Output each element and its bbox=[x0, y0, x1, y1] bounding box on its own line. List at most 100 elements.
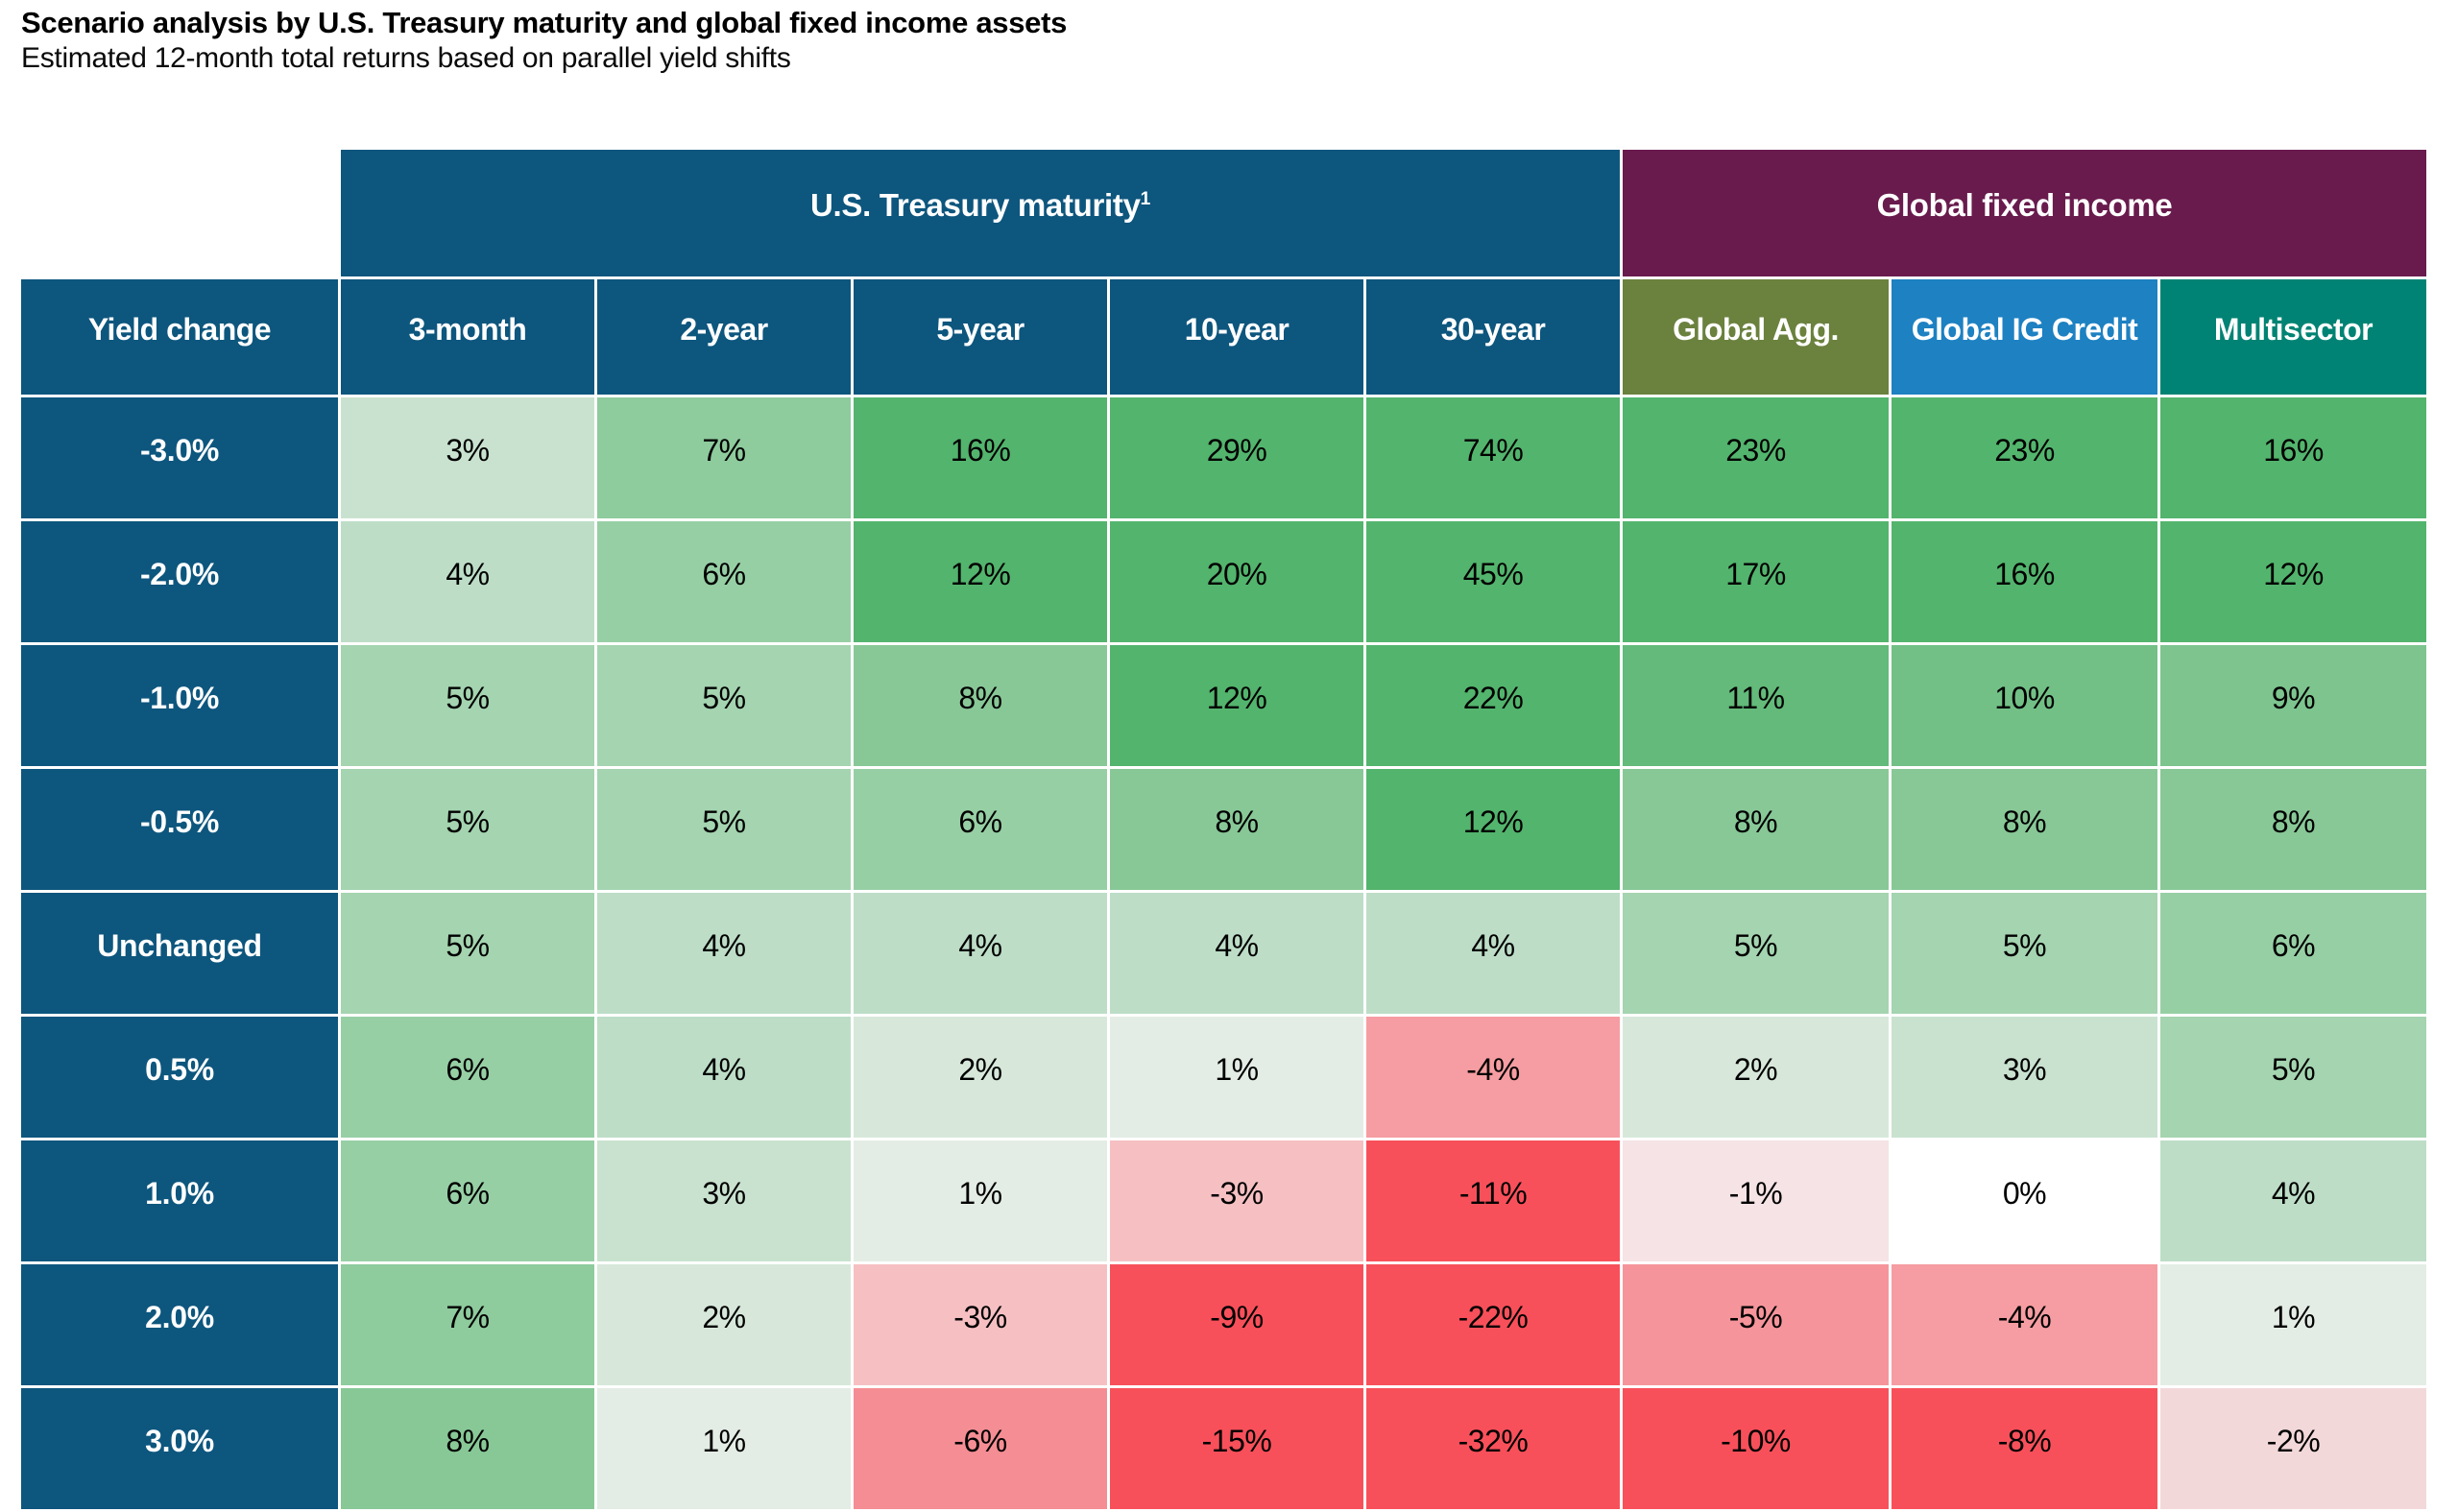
table-row: 3.0% 8% 1% -6% -15% -32% -10% -8% -2% bbox=[21, 1388, 2426, 1509]
return-cell: 4% bbox=[597, 1017, 851, 1138]
return-cell: 12% bbox=[854, 521, 1107, 642]
column-header-3-month: 3-month bbox=[341, 279, 594, 395]
table-row: 0.5% 6% 4% 2% 1% -4% 2% 3% 5% bbox=[21, 1017, 2426, 1138]
return-cell: 5% bbox=[341, 645, 594, 766]
column-header-10-year: 10-year bbox=[1110, 279, 1363, 395]
table-row: 1.0% 6% 3% 1% -3% -11% -1% 0% 4% bbox=[21, 1140, 2426, 1261]
return-cell: 20% bbox=[1110, 521, 1363, 642]
return-cell: -3% bbox=[1110, 1140, 1363, 1261]
return-cell: 29% bbox=[1110, 397, 1363, 518]
return-cell: 4% bbox=[597, 893, 851, 1014]
corner-spacer bbox=[21, 150, 338, 276]
column-header-30-year: 30-year bbox=[1366, 279, 1620, 395]
return-cell: -32% bbox=[1366, 1388, 1620, 1509]
return-cell: 12% bbox=[1110, 645, 1363, 766]
return-cell: 4% bbox=[1110, 893, 1363, 1014]
return-cell: 3% bbox=[341, 397, 594, 518]
return-cell: 45% bbox=[1366, 521, 1620, 642]
page: { "chart_data": { "type": "heatmap", "ti… bbox=[21, 6, 2426, 1509]
return-cell: 4% bbox=[341, 521, 594, 642]
group-header-global-fixed-income: Global fixed income bbox=[1623, 150, 2426, 276]
column-header-row: Yield change 3-month 2-year 5-year 10-year 30… bbox=[21, 279, 2426, 395]
return-cell: -2% bbox=[2160, 1388, 2426, 1509]
return-cell: 23% bbox=[1623, 397, 1889, 518]
return-cell: 11% bbox=[1623, 645, 1889, 766]
return-cell: 16% bbox=[1892, 521, 2157, 642]
return-cell: 2% bbox=[854, 1017, 1107, 1138]
return-cell: 1% bbox=[597, 1388, 851, 1509]
group-header-treasury: U.S. Treasury maturity1 bbox=[341, 150, 1620, 276]
return-cell: 8% bbox=[1110, 769, 1363, 890]
table-row: Unchanged 5% 4% 4% 4% 4% 5% 5% 6% bbox=[21, 893, 2426, 1014]
page-subtitle: Estimated 12-month total returns based o… bbox=[21, 42, 791, 74]
return-cell: 0% bbox=[1892, 1140, 2157, 1261]
return-cell: 16% bbox=[854, 397, 1107, 518]
yield-change-label: Unchanged bbox=[21, 893, 338, 1014]
return-cell: 4% bbox=[2160, 1140, 2426, 1261]
column-header-global-ig-credit: Global IG Credit bbox=[1892, 279, 2157, 395]
return-cell: 2% bbox=[597, 1264, 851, 1385]
return-cell: -3% bbox=[854, 1264, 1107, 1385]
return-cell: 6% bbox=[341, 1017, 594, 1138]
corner-header-yield-change: Yield change bbox=[21, 279, 338, 395]
yield-change-label: -1.0% bbox=[21, 645, 338, 766]
yield-change-label: 3.0% bbox=[21, 1388, 338, 1509]
return-cell: 17% bbox=[1623, 521, 1889, 642]
return-cell: -11% bbox=[1366, 1140, 1620, 1261]
return-cell: 7% bbox=[597, 397, 851, 518]
return-cell: 5% bbox=[597, 645, 851, 766]
yield-change-label: 0.5% bbox=[21, 1017, 338, 1138]
return-cell: -4% bbox=[1366, 1017, 1620, 1138]
return-cell: 6% bbox=[2160, 893, 2426, 1014]
return-cell: 22% bbox=[1366, 645, 1620, 766]
return-cell: -8% bbox=[1892, 1388, 2157, 1509]
yield-change-label: 2.0% bbox=[21, 1264, 338, 1385]
group-header-row: U.S. Treasury maturity1 Global fixed inco… bbox=[21, 150, 2426, 276]
return-cell: 8% bbox=[341, 1388, 594, 1509]
return-cell: -9% bbox=[1110, 1264, 1363, 1385]
return-cell: 4% bbox=[1366, 893, 1620, 1014]
return-cell: 5% bbox=[1623, 893, 1889, 1014]
column-header-global-agg: Global Agg. bbox=[1623, 279, 1889, 395]
return-cell: 7% bbox=[341, 1264, 594, 1385]
return-cell: 8% bbox=[1892, 769, 2157, 890]
return-cell: 1% bbox=[2160, 1264, 2426, 1385]
return-cell: 9% bbox=[2160, 645, 2426, 766]
column-header-multisector: Multisector bbox=[2160, 279, 2426, 395]
return-cell: 8% bbox=[2160, 769, 2426, 890]
return-cell: 74% bbox=[1366, 397, 1620, 518]
yield-change-label: -3.0% bbox=[21, 397, 338, 518]
return-cell: -5% bbox=[1623, 1264, 1889, 1385]
yield-change-label: -2.0% bbox=[21, 521, 338, 642]
return-cell: 6% bbox=[341, 1140, 594, 1261]
return-cell: 3% bbox=[597, 1140, 851, 1261]
return-cell: -1% bbox=[1623, 1140, 1889, 1261]
return-cell: 5% bbox=[341, 769, 594, 890]
return-cell: -10% bbox=[1623, 1388, 1889, 1509]
return-cell: 2% bbox=[1623, 1017, 1889, 1138]
column-header-5-year: 5-year bbox=[854, 279, 1107, 395]
table-row: 2.0% 7% 2% -3% -9% -22% -5% -4% 1% bbox=[21, 1264, 2426, 1385]
table-row: -2.0% 4% 6% 12% 20% 45% 17% 16% 12% bbox=[21, 521, 2426, 642]
return-cell: 5% bbox=[1892, 893, 2157, 1014]
yield-change-label: -0.5% bbox=[21, 769, 338, 890]
return-cell: 5% bbox=[341, 893, 594, 1014]
return-cell: 6% bbox=[597, 521, 851, 642]
return-cell: 5% bbox=[597, 769, 851, 890]
table-row: -0.5% 5% 5% 6% 8% 12% 8% 8% 8% bbox=[21, 769, 2426, 890]
table-row: -3.0% 3% 7% 16% 29% 74% 23% 23% 16% bbox=[21, 397, 2426, 518]
return-cell: -22% bbox=[1366, 1264, 1620, 1385]
return-cell: 5% bbox=[2160, 1017, 2426, 1138]
table-row: -1.0% 5% 5% 8% 12% 22% 11% 10% 9% bbox=[21, 645, 2426, 766]
return-cell: 12% bbox=[1366, 769, 1620, 890]
return-cell: 16% bbox=[2160, 397, 2426, 518]
return-cell: 4% bbox=[854, 893, 1107, 1014]
return-cell: 12% bbox=[2160, 521, 2426, 642]
return-cell: 8% bbox=[1623, 769, 1889, 890]
footnote-marker: 1 bbox=[1140, 189, 1151, 209]
column-header-2-year: 2-year bbox=[597, 279, 851, 395]
return-cell: 6% bbox=[854, 769, 1107, 890]
yield-change-label: 1.0% bbox=[21, 1140, 338, 1261]
return-cell: -15% bbox=[1110, 1388, 1363, 1509]
return-cell: 3% bbox=[1892, 1017, 2157, 1138]
